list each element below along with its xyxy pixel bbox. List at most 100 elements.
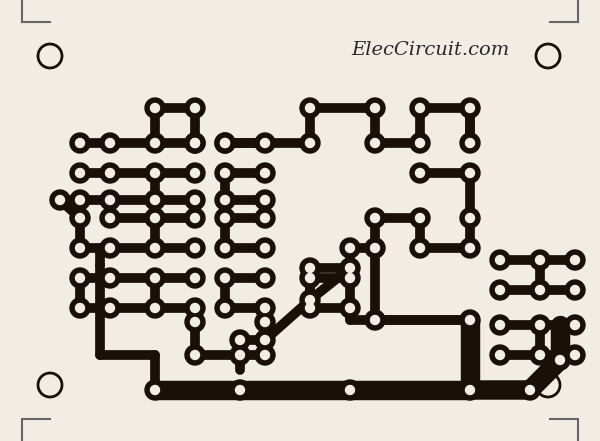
Circle shape: [185, 190, 205, 210]
Circle shape: [76, 273, 85, 283]
Circle shape: [76, 138, 85, 147]
Circle shape: [530, 250, 550, 270]
Circle shape: [490, 345, 510, 365]
Circle shape: [145, 133, 165, 153]
Circle shape: [460, 380, 480, 400]
Circle shape: [536, 285, 545, 295]
Circle shape: [230, 380, 250, 400]
Circle shape: [371, 138, 380, 147]
Circle shape: [70, 208, 90, 228]
Circle shape: [145, 268, 165, 288]
Circle shape: [151, 243, 160, 253]
Circle shape: [340, 298, 360, 318]
Circle shape: [530, 345, 550, 365]
Circle shape: [70, 298, 90, 318]
Circle shape: [556, 355, 565, 365]
Circle shape: [70, 238, 90, 258]
Circle shape: [300, 290, 320, 310]
Circle shape: [460, 163, 480, 183]
Circle shape: [571, 285, 580, 295]
Circle shape: [221, 138, 229, 147]
Circle shape: [346, 303, 355, 313]
Circle shape: [460, 208, 480, 228]
Circle shape: [410, 133, 430, 153]
Circle shape: [490, 280, 510, 300]
Circle shape: [415, 104, 425, 112]
Circle shape: [410, 98, 430, 118]
Circle shape: [255, 268, 275, 288]
Circle shape: [76, 168, 85, 177]
Circle shape: [305, 264, 314, 273]
Circle shape: [530, 280, 550, 300]
Circle shape: [185, 298, 205, 318]
Circle shape: [466, 104, 475, 112]
Circle shape: [185, 133, 205, 153]
Circle shape: [260, 351, 269, 359]
Circle shape: [571, 255, 580, 265]
Circle shape: [460, 133, 480, 153]
Circle shape: [255, 345, 275, 365]
Circle shape: [145, 98, 165, 118]
Circle shape: [371, 104, 380, 112]
Circle shape: [466, 138, 475, 147]
Circle shape: [76, 303, 85, 313]
Circle shape: [230, 345, 250, 365]
Circle shape: [106, 213, 115, 223]
Circle shape: [230, 330, 250, 350]
Circle shape: [221, 273, 229, 283]
Circle shape: [185, 345, 205, 365]
Circle shape: [100, 298, 120, 318]
Circle shape: [145, 298, 165, 318]
Circle shape: [410, 238, 430, 258]
Circle shape: [346, 243, 355, 253]
Circle shape: [260, 243, 269, 253]
Circle shape: [100, 208, 120, 228]
Circle shape: [415, 168, 425, 177]
Circle shape: [191, 168, 199, 177]
Circle shape: [235, 385, 245, 395]
Circle shape: [215, 238, 235, 258]
Circle shape: [526, 385, 535, 395]
Circle shape: [185, 208, 205, 228]
Circle shape: [221, 303, 229, 313]
Circle shape: [365, 310, 385, 330]
Circle shape: [536, 255, 545, 265]
Circle shape: [191, 104, 199, 112]
Circle shape: [191, 351, 199, 359]
Circle shape: [300, 133, 320, 153]
Circle shape: [496, 321, 505, 329]
Circle shape: [145, 238, 165, 258]
Circle shape: [305, 295, 314, 304]
Circle shape: [340, 238, 360, 258]
Circle shape: [221, 138, 229, 147]
Circle shape: [106, 243, 115, 253]
Circle shape: [151, 104, 160, 112]
Circle shape: [300, 298, 320, 318]
Circle shape: [191, 303, 199, 313]
Circle shape: [100, 163, 120, 183]
Circle shape: [191, 138, 199, 147]
Circle shape: [191, 213, 199, 223]
Circle shape: [221, 195, 229, 205]
Circle shape: [185, 268, 205, 288]
Circle shape: [151, 273, 160, 283]
Circle shape: [460, 310, 480, 330]
Circle shape: [300, 98, 320, 118]
Circle shape: [106, 138, 115, 147]
Circle shape: [151, 195, 160, 205]
Circle shape: [106, 273, 115, 283]
Circle shape: [151, 385, 160, 395]
Circle shape: [346, 273, 355, 283]
Circle shape: [571, 351, 580, 359]
Circle shape: [50, 190, 70, 210]
Circle shape: [520, 380, 540, 400]
Circle shape: [260, 273, 269, 283]
Circle shape: [415, 213, 425, 223]
Circle shape: [56, 195, 65, 205]
Circle shape: [145, 380, 165, 400]
Circle shape: [550, 350, 570, 370]
Circle shape: [300, 258, 320, 278]
Circle shape: [365, 98, 385, 118]
Circle shape: [565, 250, 585, 270]
Circle shape: [305, 273, 314, 283]
